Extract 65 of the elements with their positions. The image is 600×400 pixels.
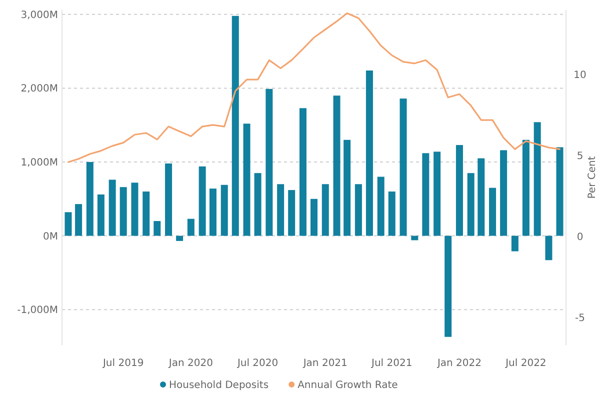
bar xyxy=(108,180,116,236)
bar xyxy=(187,218,194,236)
bar xyxy=(478,158,485,236)
bar xyxy=(354,184,362,236)
bar xyxy=(288,190,296,236)
bar xyxy=(198,166,206,236)
bar xyxy=(97,194,104,236)
bar xyxy=(220,184,228,236)
bar xyxy=(254,173,262,236)
legend-label: Annual Growth Rate xyxy=(298,380,398,391)
x-tick-label: Jul 2020 xyxy=(236,358,278,369)
bar xyxy=(299,108,306,236)
bar xyxy=(277,184,284,236)
bar xyxy=(142,192,150,236)
x-tick-label: Jul 2022 xyxy=(504,358,546,369)
y-tick-label: 2,000M xyxy=(20,84,58,95)
bar xyxy=(522,140,530,236)
bar xyxy=(86,162,94,236)
bar xyxy=(388,192,396,236)
line-series xyxy=(67,12,561,163)
bar xyxy=(556,147,564,236)
y-tick-label: 0M xyxy=(43,231,58,242)
bar xyxy=(120,187,127,236)
y2-tick-label: 5 xyxy=(576,151,584,162)
bar xyxy=(131,182,138,236)
bar xyxy=(489,188,496,236)
bar xyxy=(377,176,384,236)
bar xyxy=(444,236,452,337)
bar xyxy=(344,140,351,236)
y-tick-label: 1,000M xyxy=(20,158,58,169)
bar xyxy=(333,96,340,236)
y2-tick-label: 0 xyxy=(576,232,584,244)
bar xyxy=(154,221,161,236)
x-tick-label: Jan 2021 xyxy=(302,358,348,369)
y-tick-label: -1,000M xyxy=(17,305,58,316)
bar xyxy=(545,236,552,260)
bar xyxy=(75,204,82,236)
x-tick-label: Jan 2020 xyxy=(168,358,213,369)
bar xyxy=(456,145,463,236)
bar xyxy=(467,173,474,236)
x-tick-label: Jan 2022 xyxy=(436,358,482,369)
bar xyxy=(411,236,418,240)
bar xyxy=(266,88,273,236)
bar xyxy=(534,122,541,236)
bar xyxy=(209,188,216,236)
bar xyxy=(243,124,250,236)
bar xyxy=(64,212,72,236)
y2-axis-title: Per Cent xyxy=(587,156,598,199)
y2-tick-label: -5 xyxy=(575,312,585,324)
legend-label: Household Deposits xyxy=(169,380,269,391)
bar xyxy=(500,150,508,236)
bar xyxy=(176,236,184,241)
bar xyxy=(434,152,441,236)
bar xyxy=(366,70,373,236)
bar xyxy=(232,16,239,236)
bar xyxy=(400,98,407,236)
y-tick-label: 3,000M xyxy=(20,10,58,21)
y2-tick-label: 10 xyxy=(574,70,586,82)
bar xyxy=(322,184,329,236)
bar xyxy=(165,163,172,236)
x-tick-label: Jul 2019 xyxy=(102,358,144,369)
bar xyxy=(422,153,430,236)
bar xyxy=(310,198,318,236)
bar xyxy=(511,236,518,252)
x-tick-label: Jul 2021 xyxy=(370,358,412,369)
